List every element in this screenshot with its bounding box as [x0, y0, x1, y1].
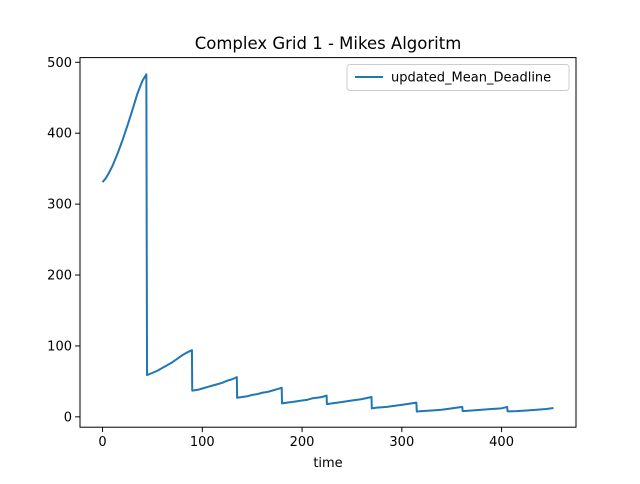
y-tick-label: 300	[47, 198, 72, 213]
y-tick-label: 200	[47, 269, 72, 284]
y-tick-label: 100	[47, 339, 72, 354]
y-tick-label: 500	[47, 56, 72, 71]
plot-area	[101, 73, 554, 413]
legend-box	[346, 64, 570, 91]
y-axis: 0 100 200 300 400 500	[47, 56, 80, 425]
x-tick-label: 0	[98, 435, 106, 450]
x-axis-label: time	[313, 456, 342, 471]
y-tick-label: 400	[47, 127, 72, 142]
x-tick-label: 400	[489, 435, 514, 450]
legend: updated_Mean_Deadline	[346, 64, 570, 91]
y-tick-label: 0	[64, 410, 72, 425]
axes-frame	[79, 57, 577, 428]
x-tick-label: 100	[190, 435, 215, 450]
x-axis: 0 100 200 300 400	[98, 427, 514, 450]
series-line-0	[101, 73, 554, 413]
chart-title: Complex Grid 1 - Mikes Algoritm	[195, 34, 462, 53]
x-tick-label: 200	[290, 435, 315, 450]
x-tick-label: 300	[389, 435, 414, 450]
legend-label: updated_Mean_Deadline	[391, 71, 551, 86]
